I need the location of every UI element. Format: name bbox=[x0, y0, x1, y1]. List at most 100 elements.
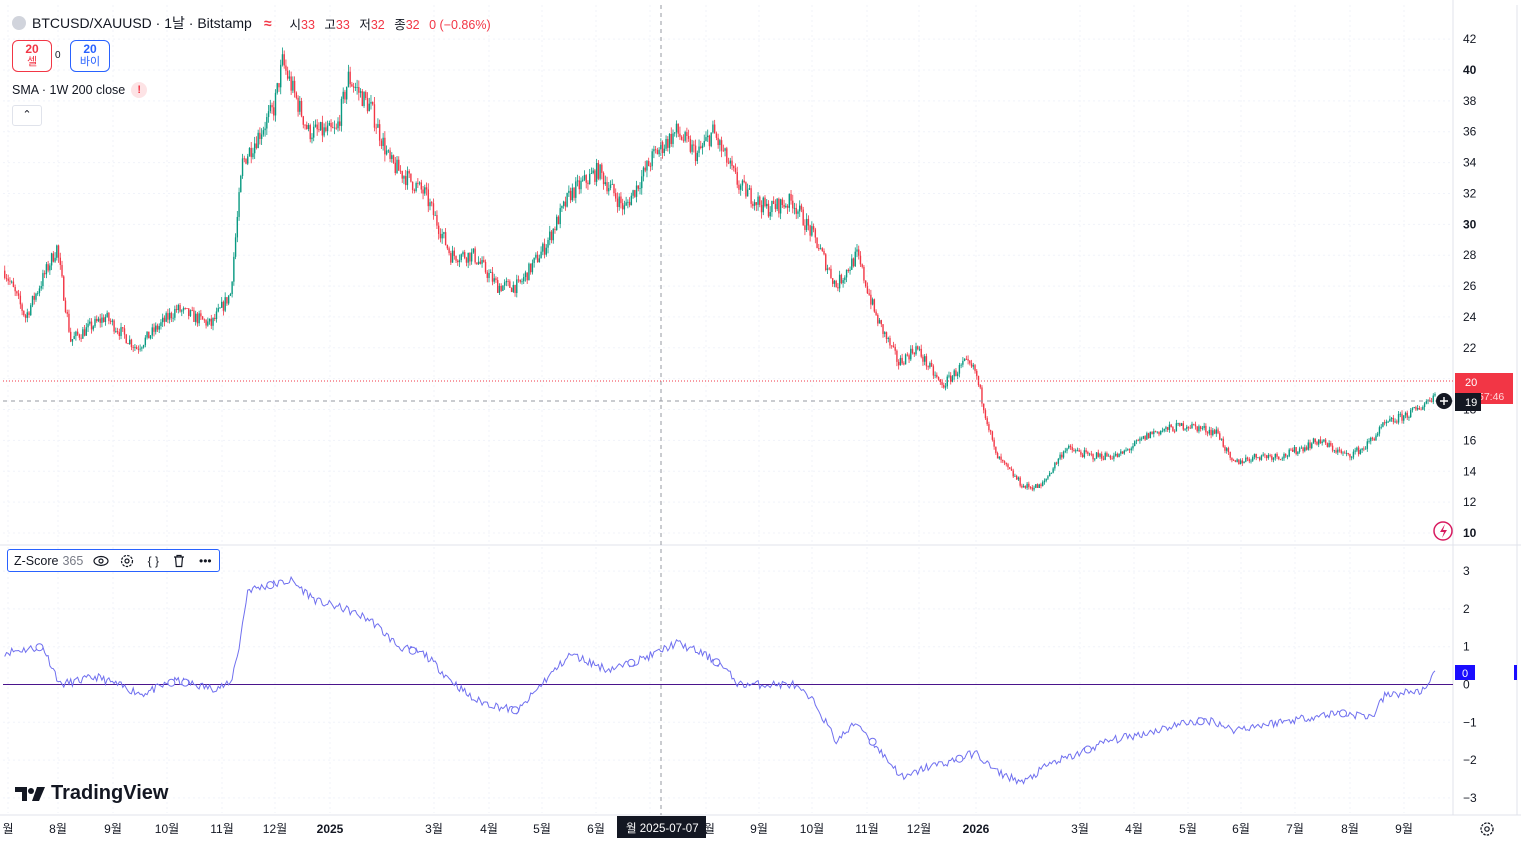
candle bbox=[1236, 458, 1238, 463]
candle-body bbox=[776, 198, 778, 210]
market-status-icon[interactable]: ≈ bbox=[263, 15, 272, 31]
candle bbox=[90, 318, 93, 334]
candle bbox=[779, 198, 782, 220]
candle-body bbox=[1076, 450, 1079, 451]
tradingview-logo[interactable]: TradingView bbox=[15, 782, 168, 805]
candle-body bbox=[1260, 455, 1263, 460]
candle bbox=[962, 357, 964, 368]
candle-body bbox=[490, 272, 492, 273]
candle-body bbox=[193, 310, 195, 322]
candle bbox=[328, 120, 331, 126]
candle-body bbox=[904, 354, 907, 365]
candle bbox=[431, 201, 433, 207]
candle-body bbox=[1059, 454, 1061, 459]
candle bbox=[696, 150, 699, 165]
candle-body bbox=[1378, 427, 1381, 434]
candle bbox=[415, 181, 417, 193]
candle bbox=[335, 123, 337, 130]
candle-body bbox=[687, 136, 690, 139]
candle-body bbox=[465, 258, 468, 263]
candle-body bbox=[1081, 454, 1084, 458]
candle bbox=[1288, 448, 1290, 458]
trash-icon[interactable] bbox=[171, 553, 187, 569]
candle-body bbox=[745, 182, 747, 197]
candle bbox=[917, 345, 919, 351]
candle-body bbox=[1172, 427, 1174, 432]
candle-body bbox=[741, 180, 744, 186]
candle-body bbox=[363, 92, 365, 107]
candle-body bbox=[31, 295, 34, 306]
candle-body bbox=[1375, 435, 1377, 441]
candle bbox=[738, 180, 740, 194]
candle-body bbox=[391, 155, 393, 159]
candle bbox=[432, 198, 435, 220]
sma-indicator-legend[interactable]: SMA · 1W 200 close ! bbox=[12, 82, 148, 98]
candle-body bbox=[899, 357, 902, 366]
warning-icon[interactable]: ! bbox=[131, 82, 148, 98]
candle bbox=[797, 209, 799, 219]
candle bbox=[1033, 485, 1035, 492]
candle bbox=[38, 285, 41, 297]
high-label: 고 bbox=[324, 17, 336, 32]
sell-button[interactable]: 20 셀 bbox=[12, 40, 52, 72]
candle bbox=[214, 313, 216, 322]
buy-button[interactable]: 20 바이 bbox=[70, 40, 110, 72]
candle bbox=[1335, 447, 1337, 454]
candle-body bbox=[1323, 439, 1325, 442]
zscore-indicator-legend[interactable]: Z-Score 365 { } ••• bbox=[7, 549, 221, 572]
zscore-edge-marker bbox=[1514, 665, 1517, 680]
candle-body bbox=[226, 297, 228, 304]
candle-body bbox=[910, 348, 912, 360]
candle bbox=[557, 215, 560, 225]
zscore-line bbox=[4, 575, 1436, 786]
candle-body bbox=[863, 266, 865, 281]
candle bbox=[1403, 415, 1405, 424]
candle-body bbox=[1409, 410, 1412, 418]
time-tick-label: 3월 bbox=[1071, 822, 1089, 836]
candle-body bbox=[812, 226, 815, 230]
candle-body bbox=[222, 301, 225, 311]
candle-body bbox=[1064, 450, 1066, 452]
candle bbox=[849, 266, 851, 275]
gear-icon[interactable] bbox=[119, 553, 135, 569]
candle-body bbox=[1392, 417, 1395, 422]
candle bbox=[866, 282, 869, 294]
candle-body bbox=[1330, 442, 1332, 446]
source-code-icon[interactable]: { } bbox=[147, 553, 159, 568]
candle bbox=[120, 322, 122, 340]
candle bbox=[1291, 447, 1294, 453]
candle bbox=[352, 82, 355, 93]
eye-icon[interactable] bbox=[93, 553, 109, 569]
candle-body bbox=[604, 182, 607, 185]
candle bbox=[118, 328, 120, 340]
candle bbox=[168, 308, 171, 324]
candle bbox=[875, 309, 877, 316]
candle-body bbox=[793, 207, 796, 209]
more-icon[interactable]: ••• bbox=[199, 553, 212, 568]
candle bbox=[628, 197, 631, 208]
candle bbox=[880, 319, 882, 328]
candle-body bbox=[816, 237, 818, 248]
candle bbox=[10, 280, 13, 284]
candle bbox=[766, 199, 768, 209]
candle bbox=[1113, 452, 1115, 462]
candle bbox=[658, 147, 660, 157]
candle-body bbox=[925, 356, 928, 367]
candle-body bbox=[257, 132, 259, 149]
candle-body bbox=[234, 237, 237, 257]
candle bbox=[970, 359, 973, 369]
candle-body bbox=[1354, 450, 1356, 452]
candle-body bbox=[764, 197, 766, 207]
candle bbox=[720, 136, 723, 158]
candle bbox=[1354, 447, 1356, 455]
candle bbox=[559, 203, 561, 229]
candle-body bbox=[28, 312, 30, 316]
candle-body bbox=[828, 268, 830, 270]
collapse-legend-button[interactable]: ⌃ bbox=[12, 105, 42, 126]
candle-body bbox=[233, 256, 235, 282]
candle-body bbox=[891, 345, 893, 347]
candle bbox=[946, 374, 948, 389]
symbol-title[interactable]: BTCUSD/XAUUSD · 1날 · Bitstamp bbox=[32, 15, 252, 31]
candle bbox=[337, 117, 339, 132]
